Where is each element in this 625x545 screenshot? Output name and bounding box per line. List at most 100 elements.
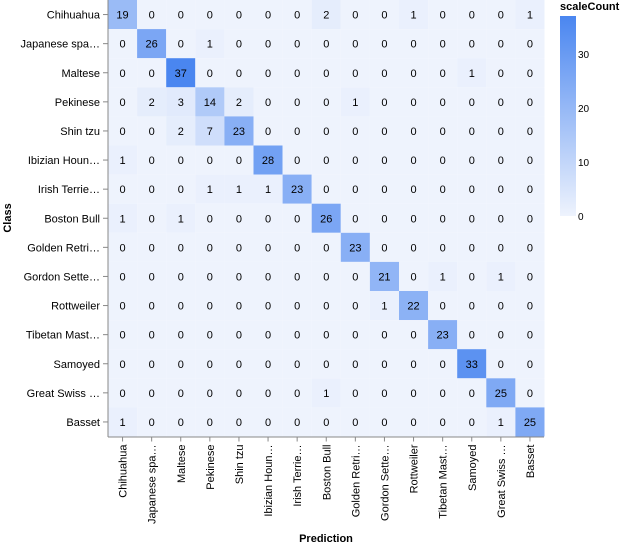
heatmap-cell (282, 291, 312, 321)
heatmap-cell (369, 145, 399, 175)
legend-tick-label: 20 (578, 104, 590, 115)
heatmap-cell (195, 0, 225, 30)
cell-value: 0 (527, 330, 533, 342)
row-label: Pekinese (55, 97, 100, 109)
heatmap-cell (224, 291, 254, 321)
heatmap-cell (515, 349, 545, 379)
row-label: Japanese spa… (21, 39, 101, 51)
heatmap-cell (311, 116, 341, 146)
heatmap-cell (311, 232, 341, 262)
cell-value: 0 (469, 97, 475, 109)
cell-value: 0 (498, 39, 504, 51)
heatmap-cell (166, 291, 196, 321)
heatmap-cell (166, 116, 196, 146)
cell-value: 0 (294, 417, 300, 429)
heatmap-cell (224, 407, 254, 437)
cell-value: 0 (527, 68, 533, 80)
cell-value: 0 (149, 126, 155, 138)
heatmap-cell (311, 145, 341, 175)
cell-value: 22 (407, 301, 419, 313)
heatmap-cell (311, 0, 341, 30)
heatmap-cell (486, 232, 516, 262)
heatmap-cell (253, 0, 283, 30)
cell-value: 0 (352, 330, 358, 342)
row-label: Samoyed (54, 359, 100, 371)
cell-value: 0 (381, 68, 387, 80)
heatmap-cell (137, 378, 167, 408)
heatmap-cell (253, 407, 283, 437)
cell-value: 0 (149, 184, 155, 196)
heatmap-cell (137, 116, 167, 146)
cell-value: 0 (178, 39, 184, 51)
row-label: Maltese (61, 68, 100, 80)
cell-value: 0 (469, 10, 475, 22)
cell-value: 0 (527, 126, 533, 138)
cell-value: 0 (440, 39, 446, 51)
heatmap-cell (108, 203, 138, 233)
heatmap-cell (428, 320, 458, 350)
cell-value: 0 (527, 242, 533, 254)
column-label: Golden Retri… (350, 445, 362, 518)
cell-value: 0 (469, 184, 475, 196)
heatmap-cell (311, 261, 341, 291)
cell-value: 1 (323, 388, 329, 400)
heatmap-cell (282, 58, 312, 88)
legend-gradient-bar (560, 16, 576, 216)
cell-value: 0 (527, 271, 533, 283)
heatmap-cell (369, 58, 399, 88)
cell-value: 1 (265, 184, 271, 196)
heatmap-cell (340, 407, 370, 437)
heatmap-cell (515, 407, 545, 437)
cell-value: 0 (469, 301, 475, 313)
heatmap-cell (369, 174, 399, 204)
cell-value: 1 (440, 271, 446, 283)
heatmap-cell (108, 145, 138, 175)
legend-tick-label: 10 (578, 158, 590, 169)
cell-value: 0 (236, 39, 242, 51)
heatmap-cell (457, 145, 487, 175)
cell-value: 0 (498, 301, 504, 313)
heatmap-cell (515, 29, 545, 59)
heatmap-cell (515, 145, 545, 175)
heatmap-cell (282, 87, 312, 117)
heatmap-cell (108, 87, 138, 117)
cell-value: 1 (352, 97, 358, 109)
legend-ticks: 0 10 20 30 (578, 50, 590, 223)
heatmap-cell (108, 291, 138, 321)
heatmap-cell (486, 261, 516, 291)
cell-value: 0 (352, 417, 358, 429)
heatmap-cell (224, 145, 254, 175)
heatmap-cell (311, 349, 341, 379)
heatmap-cell (195, 291, 225, 321)
column-label: Chihuahua (118, 444, 130, 498)
heatmap-cell (515, 116, 545, 146)
cell-value: 0 (149, 359, 155, 371)
cell-value: 0 (498, 242, 504, 254)
heatmap-cell (195, 232, 225, 262)
cell-value: 0 (294, 10, 300, 22)
cell-value: 23 (437, 330, 449, 342)
heatmap-cell (340, 349, 370, 379)
row-label: Ibizian Houn… (28, 155, 100, 167)
heatmap-cell (166, 378, 196, 408)
heatmap-cell (224, 232, 254, 262)
heatmap-cell (195, 378, 225, 408)
cell-value: 0 (265, 213, 271, 225)
heatmap-cell (253, 203, 283, 233)
cell-value: 0 (381, 184, 387, 196)
heatmap-cell (282, 174, 312, 204)
cell-value: 23 (349, 242, 361, 254)
cell-value: 0 (352, 184, 358, 196)
heatmap-cell (137, 407, 167, 437)
heatmap-cell (457, 87, 487, 117)
cell-value: 0 (149, 68, 155, 80)
legend-tick-label: 0 (578, 212, 584, 223)
heatmap-cell (137, 29, 167, 59)
cell-value: 0 (294, 330, 300, 342)
cell-value: 0 (498, 155, 504, 167)
cell-value: 0 (178, 184, 184, 196)
cell-value: 0 (527, 155, 533, 167)
cell-value: 0 (236, 213, 242, 225)
heatmap-cell (340, 320, 370, 350)
heatmap-cell (108, 378, 138, 408)
